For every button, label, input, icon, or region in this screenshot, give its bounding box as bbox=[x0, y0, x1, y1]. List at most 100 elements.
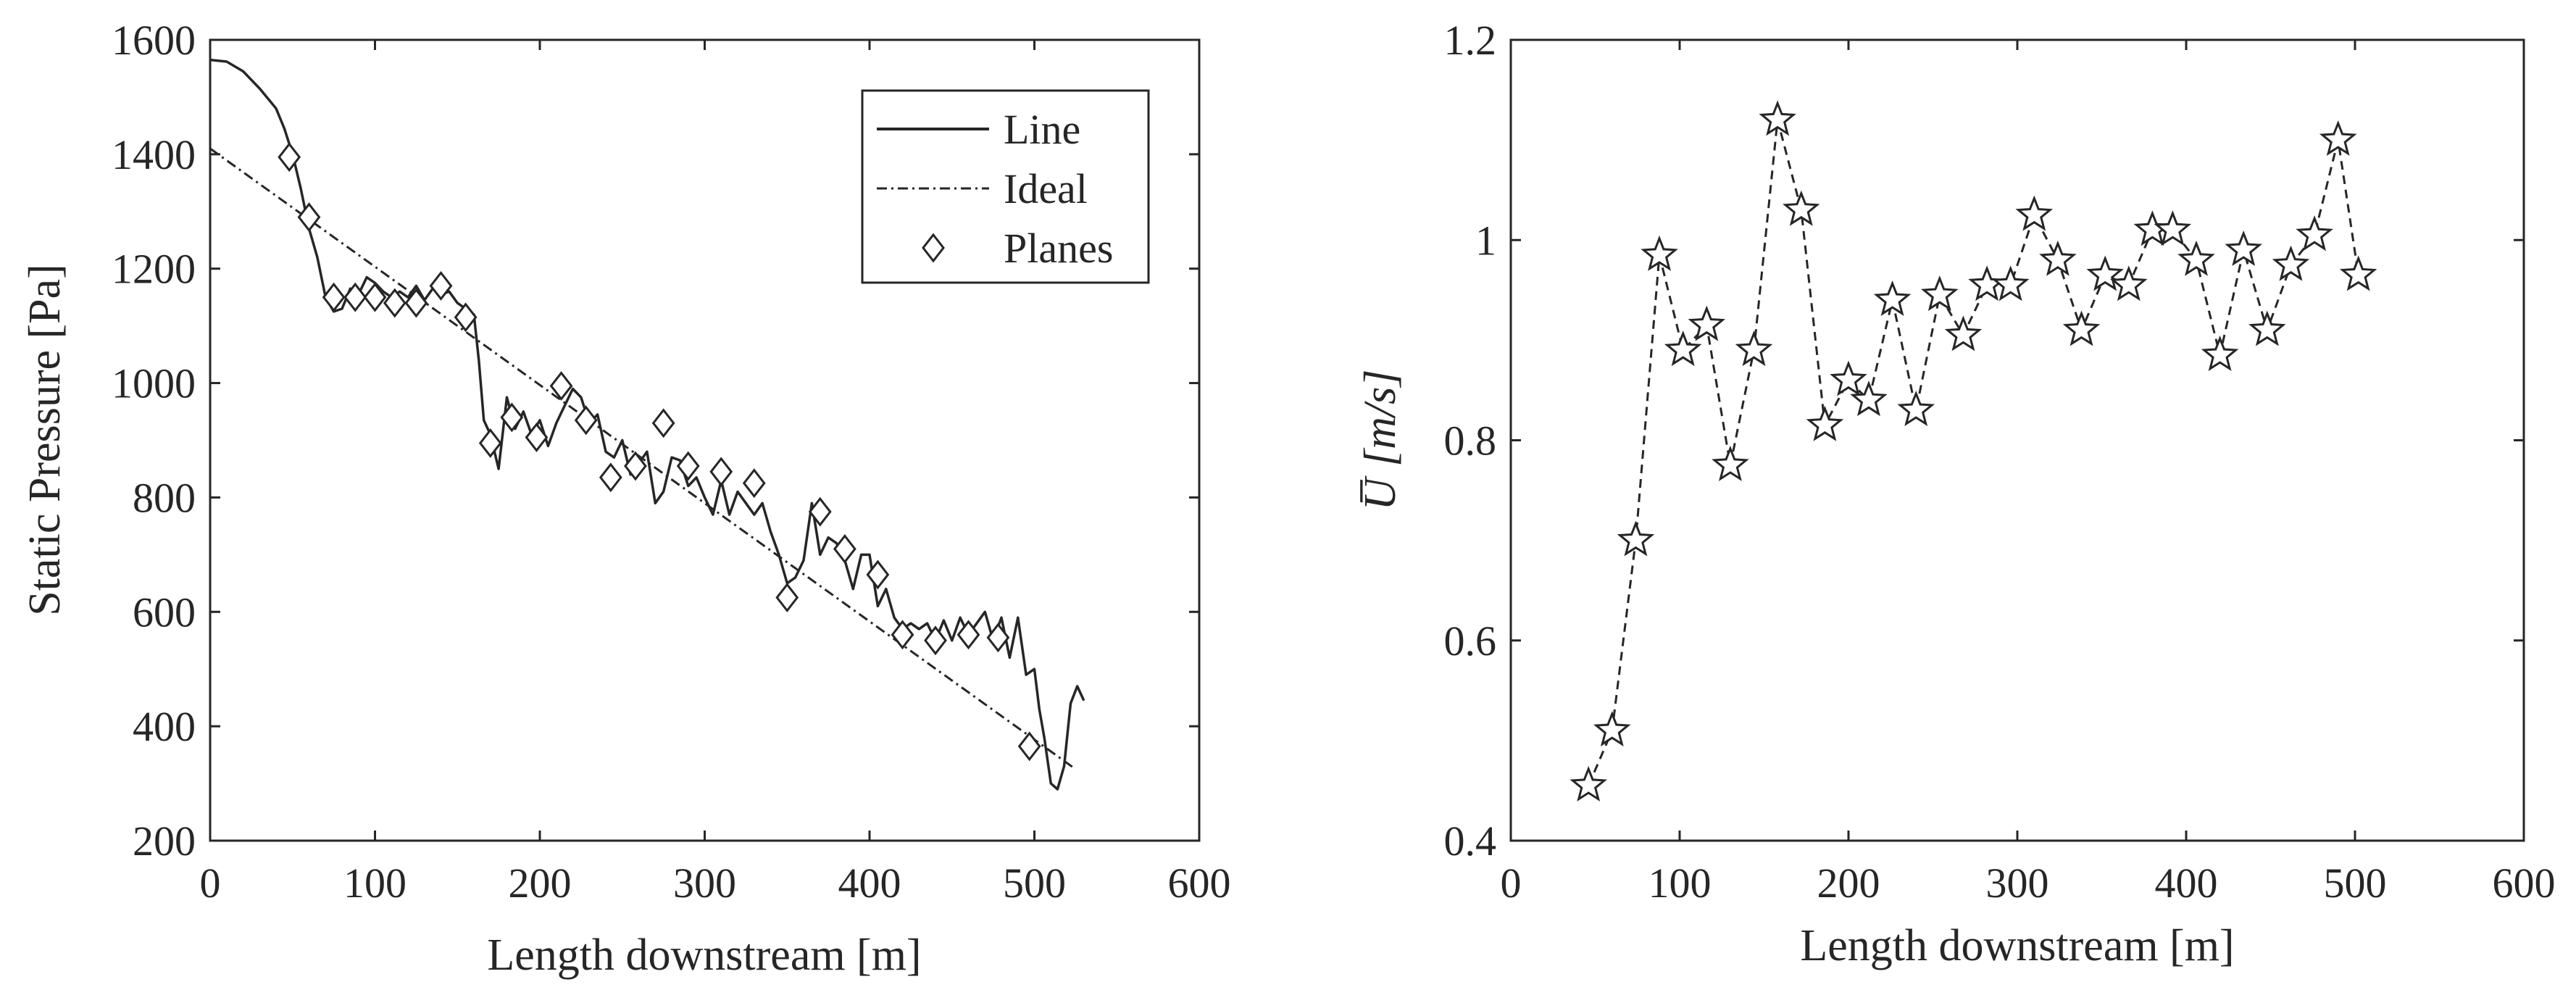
pressure-y-ticks: 200 400 600 800 1000 1200 1400 1600 bbox=[112, 17, 1199, 865]
series-line-path bbox=[209, 58, 1085, 791]
pressure-x-tick-label: 500 bbox=[1003, 860, 1066, 907]
velocity-star-marker bbox=[2177, 240, 2215, 276]
planes-diamond-marker bbox=[429, 270, 453, 301]
pressure-chart: 0 100 200 300 400 500 600 200 400 600 800 1000 1200… bbox=[20, 17, 1231, 980]
velocity-star-marker bbox=[2062, 310, 2101, 346]
velocity-star-marker bbox=[1806, 405, 1844, 441]
planes-diamond-marker bbox=[924, 625, 947, 656]
velocity-star-marker bbox=[1664, 330, 1702, 367]
pressure-x-ticks: 0 100 200 300 400 500 600 bbox=[200, 40, 1231, 907]
pressure-x-tick-label: 200 bbox=[509, 860, 572, 907]
planes-diamond-marker bbox=[709, 457, 733, 487]
velocity-star-marker bbox=[1991, 265, 2030, 301]
pressure-y-tick-label: 600 bbox=[133, 588, 196, 636]
planes-diamond-marker bbox=[297, 202, 321, 233]
velocity-star-marker bbox=[2319, 120, 2357, 157]
pressure-x-tick-label: 400 bbox=[838, 860, 901, 907]
planes-diamond-marker bbox=[278, 142, 301, 172]
legend-box bbox=[861, 89, 1150, 284]
velocity-star-marker bbox=[2039, 240, 2077, 276]
planes-diamond-marker bbox=[986, 623, 1010, 653]
velocity-chart: 0 100 200 300 400 500 600 0.4 0.6 0.8 1 1.2 Length… bbox=[1356, 17, 2556, 970]
velocity-star-marker bbox=[2015, 195, 2054, 231]
legend-label-ideal: Ideal bbox=[1004, 165, 1088, 212]
planes-diamond-marker bbox=[891, 620, 914, 650]
pressure-y-tick-label: 1200 bbox=[112, 246, 196, 293]
velocity-star-marker bbox=[1897, 391, 1935, 427]
pressure-x-tick-label: 0 bbox=[200, 860, 221, 907]
planes-diamond-marker bbox=[322, 282, 346, 312]
velocity-x-ticks: 0 100 200 300 400 500 600 bbox=[1501, 40, 2556, 907]
planes-diamond-marker bbox=[808, 496, 832, 527]
velocity-y-tick-label: 1.2 bbox=[1444, 17, 1497, 64]
velocity-star-marker bbox=[1830, 360, 1867, 396]
velocity-star-marker bbox=[1712, 445, 1749, 481]
planes-diamond-marker bbox=[500, 402, 524, 433]
planes-diamond-marker bbox=[599, 462, 622, 493]
pressure-y-tick-label: 800 bbox=[133, 474, 196, 521]
legend-label-planes: Planes bbox=[1004, 225, 1113, 272]
velocity-star-marker bbox=[1850, 380, 1888, 417]
planes-diamond-marker bbox=[833, 534, 856, 564]
velocity-plot-frame bbox=[1509, 38, 2525, 842]
planes-diamond-marker bbox=[454, 302, 478, 333]
velocity-x-tick-label: 600 bbox=[2493, 860, 2556, 907]
velocity-x-tick-label: 200 bbox=[1817, 860, 1880, 907]
planes-diamond-marker bbox=[478, 428, 502, 458]
velocity-star-marker bbox=[1873, 280, 1912, 317]
planes-diamond-marker bbox=[866, 559, 890, 590]
pressure-y-tick-label: 400 bbox=[133, 703, 196, 750]
planes-diamond-marker bbox=[624, 451, 647, 481]
series-ideal-line bbox=[209, 147, 1077, 770]
velocity-star-marker bbox=[1617, 520, 1655, 557]
planes-diamond-marker bbox=[956, 620, 980, 650]
velocity-star-marker bbox=[1921, 275, 1959, 312]
velocity-star-marker bbox=[1641, 235, 1678, 271]
velocity-series bbox=[1570, 100, 2377, 802]
velocity-x-tick-label: 400 bbox=[2155, 860, 2218, 907]
pressure-x-tick-label: 100 bbox=[343, 860, 407, 907]
planes-diamond-marker bbox=[363, 282, 387, 312]
velocity-star-marker bbox=[2201, 336, 2239, 372]
pressure-y-axis-label: Static Pressure [Pa] bbox=[20, 264, 70, 616]
velocity-y-ticks: 0.4 0.6 0.8 1 1.2 bbox=[1444, 17, 2524, 865]
pressure-x-tick-label: 600 bbox=[1168, 860, 1231, 907]
velocity-x-tick-label: 0 bbox=[1501, 860, 1522, 907]
velocity-star-marker bbox=[1783, 190, 1820, 226]
planes-diamond-marker bbox=[383, 288, 407, 318]
pressure-legend: Line Ideal Planes bbox=[861, 89, 1150, 284]
planes-diamond-marker bbox=[525, 423, 549, 452]
velocity-star-marker bbox=[1570, 765, 1607, 802]
pressure-y-tick-label: 1600 bbox=[112, 17, 196, 64]
planes-diamond-marker bbox=[651, 408, 675, 438]
planes-diamond-marker bbox=[549, 371, 573, 401]
velocity-star-marker bbox=[1688, 305, 1726, 341]
pressure-y-tick-label: 1400 bbox=[112, 131, 196, 178]
velocity-y-tick-label: 1 bbox=[1475, 217, 1496, 264]
planes-diamond-marker bbox=[1017, 731, 1041, 762]
pressure-y-tick-label: 1000 bbox=[112, 360, 196, 407]
pressure-y-tick-label: 200 bbox=[133, 817, 196, 865]
velocity-star-marker bbox=[1735, 330, 1773, 367]
velocity-x-tick-label: 500 bbox=[2324, 860, 2387, 907]
velocity-x-tick-label: 300 bbox=[1986, 860, 2049, 907]
velocity-y-tick-label: 0.6 bbox=[1444, 617, 1497, 665]
legend-diamond-marker bbox=[922, 233, 945, 263]
velocity-star-marker bbox=[2248, 310, 2286, 346]
velocity-y-axis-label: U̅ [m/s] bbox=[1356, 370, 1405, 511]
velocity-star-marker bbox=[1944, 315, 1983, 351]
legend-label-line: Line bbox=[1004, 106, 1080, 153]
velocity-star-marker bbox=[2339, 255, 2377, 291]
velocity-star-marker bbox=[1593, 711, 1631, 747]
velocity-star-marker bbox=[2296, 215, 2333, 251]
planes-diamond-marker bbox=[775, 583, 799, 612]
velocity-star-marker bbox=[1759, 100, 1796, 136]
velocity-star-marker bbox=[2272, 245, 2310, 281]
pressure-x-tick-label: 300 bbox=[673, 860, 736, 907]
planes-diamond-marker bbox=[404, 288, 428, 318]
velocity-star-marker bbox=[2086, 255, 2124, 291]
pressure-x-axis-label: Length downstream [m] bbox=[487, 931, 921, 980]
planes-diamond-marker bbox=[742, 468, 766, 499]
velocity-y-tick-label: 0.8 bbox=[1444, 417, 1497, 465]
pressure-series bbox=[209, 58, 1085, 791]
